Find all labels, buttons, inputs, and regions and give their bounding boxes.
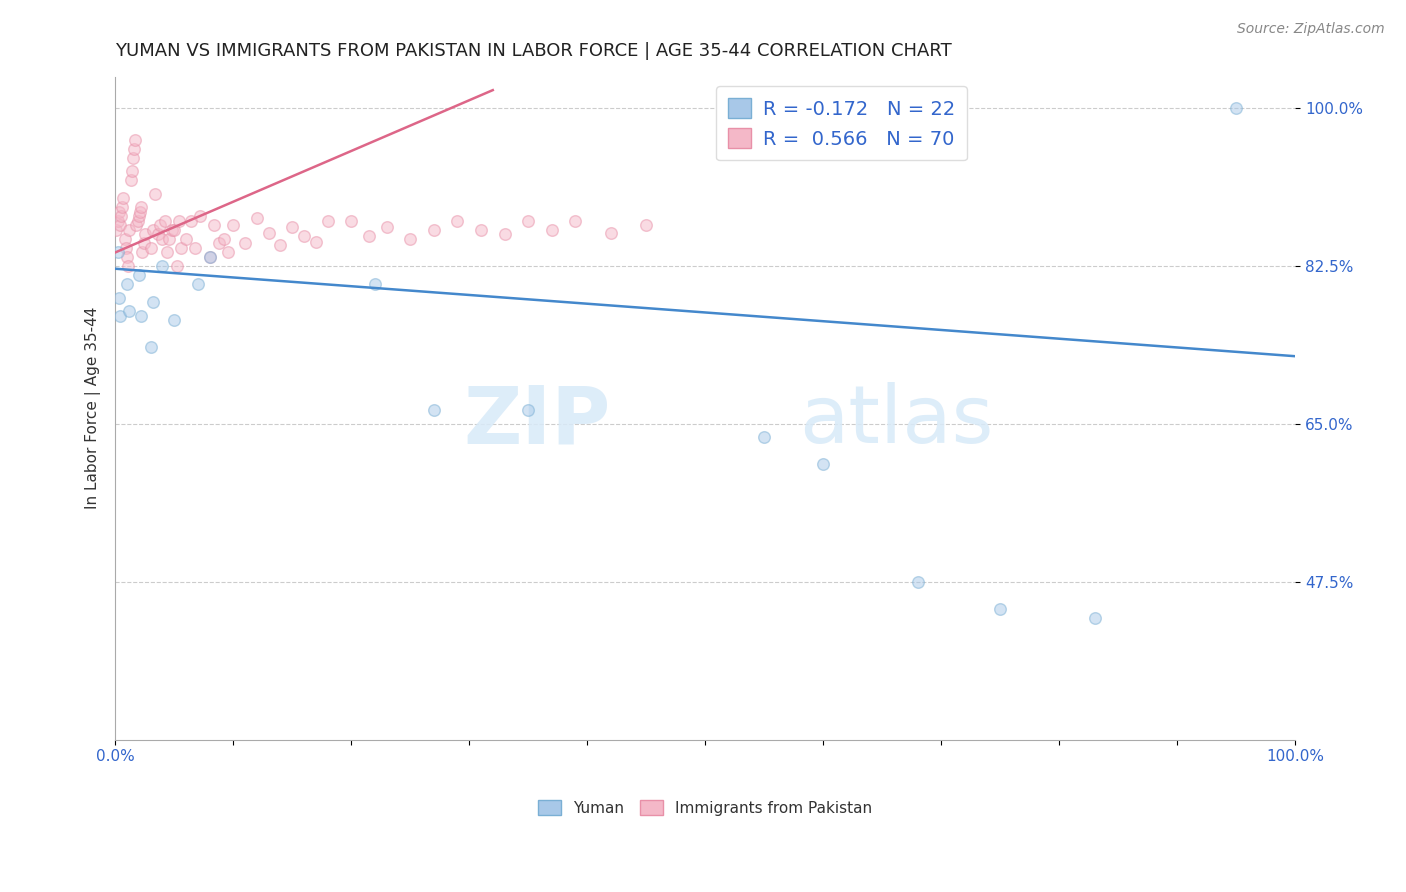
Point bbox=[121, 164, 143, 178]
Point bbox=[494, 227, 516, 242]
Point bbox=[105, 223, 128, 237]
Point bbox=[142, 223, 165, 237]
Point bbox=[129, 205, 152, 219]
Point bbox=[357, 229, 380, 244]
Point bbox=[125, 219, 148, 233]
Point bbox=[305, 235, 328, 249]
Point bbox=[187, 277, 209, 291]
Point bbox=[754, 430, 776, 444]
Point bbox=[246, 211, 269, 226]
Point bbox=[110, 210, 132, 224]
Point bbox=[120, 173, 142, 187]
Point bbox=[281, 220, 304, 235]
Point bbox=[107, 291, 129, 305]
Point bbox=[107, 214, 129, 228]
Point bbox=[364, 277, 387, 291]
Point bbox=[134, 227, 156, 242]
Point bbox=[167, 214, 190, 228]
Point bbox=[131, 245, 153, 260]
Point bbox=[340, 214, 363, 228]
Text: Source: ZipAtlas.com: Source: ZipAtlas.com bbox=[1237, 22, 1385, 37]
Point bbox=[132, 236, 155, 251]
Point bbox=[129, 200, 152, 214]
Y-axis label: In Labor Force | Age 35-44: In Labor Force | Age 35-44 bbox=[86, 307, 101, 509]
Point bbox=[156, 245, 179, 260]
Point bbox=[128, 268, 150, 282]
Point bbox=[117, 259, 139, 273]
Point bbox=[118, 304, 141, 318]
Point bbox=[212, 232, 235, 246]
Point bbox=[111, 200, 134, 214]
Point bbox=[124, 133, 146, 147]
Point bbox=[208, 236, 231, 251]
Point bbox=[129, 309, 152, 323]
Point bbox=[112, 191, 135, 205]
Point bbox=[188, 210, 211, 224]
Point bbox=[198, 250, 221, 264]
Point bbox=[122, 142, 145, 156]
Point bbox=[180, 214, 202, 228]
Point bbox=[470, 223, 492, 237]
Point bbox=[222, 219, 245, 233]
Point bbox=[115, 250, 138, 264]
Point bbox=[107, 245, 129, 260]
Point bbox=[149, 219, 172, 233]
Point bbox=[564, 214, 586, 228]
Point bbox=[316, 214, 339, 228]
Text: atlas: atlas bbox=[800, 383, 994, 460]
Point bbox=[163, 223, 186, 237]
Text: ZIP: ZIP bbox=[464, 383, 610, 460]
Point bbox=[198, 250, 221, 264]
Point bbox=[988, 601, 1011, 615]
Point bbox=[202, 219, 225, 233]
Point bbox=[139, 340, 162, 354]
Point bbox=[399, 232, 422, 246]
Point bbox=[127, 214, 149, 228]
Point bbox=[446, 214, 468, 228]
Point bbox=[150, 259, 173, 273]
Point bbox=[108, 309, 131, 323]
Point bbox=[233, 236, 256, 251]
Point bbox=[423, 223, 446, 237]
Legend: Yuman, Immigrants from Pakistan: Yuman, Immigrants from Pakistan bbox=[533, 794, 879, 822]
Point bbox=[184, 241, 207, 255]
Point bbox=[1083, 611, 1105, 625]
Point bbox=[163, 313, 186, 327]
Point bbox=[170, 241, 193, 255]
Point bbox=[811, 458, 834, 472]
Point bbox=[423, 403, 446, 417]
Point bbox=[143, 186, 166, 201]
Point bbox=[115, 277, 138, 291]
Point bbox=[122, 151, 145, 165]
Point bbox=[517, 214, 540, 228]
Point bbox=[108, 219, 131, 233]
Point bbox=[375, 220, 398, 235]
Point bbox=[114, 232, 136, 246]
Point bbox=[636, 219, 658, 233]
Point bbox=[159, 232, 181, 246]
Point bbox=[150, 232, 173, 246]
Point bbox=[114, 241, 136, 255]
Point bbox=[160, 223, 183, 237]
Point bbox=[599, 226, 621, 240]
Point bbox=[174, 232, 197, 246]
Point bbox=[217, 245, 239, 260]
Point bbox=[139, 241, 162, 255]
Point bbox=[1225, 101, 1247, 115]
Point bbox=[128, 210, 150, 224]
Point bbox=[540, 223, 562, 237]
Text: YUMAN VS IMMIGRANTS FROM PAKISTAN IN LABOR FORCE | AGE 35-44 CORRELATION CHART: YUMAN VS IMMIGRANTS FROM PAKISTAN IN LAB… bbox=[115, 42, 952, 60]
Point bbox=[907, 574, 929, 589]
Point bbox=[517, 403, 540, 417]
Point bbox=[269, 238, 291, 252]
Point bbox=[146, 227, 169, 242]
Point bbox=[107, 205, 129, 219]
Point bbox=[166, 259, 188, 273]
Point bbox=[142, 295, 165, 310]
Point bbox=[292, 229, 315, 244]
Point bbox=[153, 214, 176, 228]
Point bbox=[257, 226, 280, 240]
Point bbox=[118, 223, 141, 237]
